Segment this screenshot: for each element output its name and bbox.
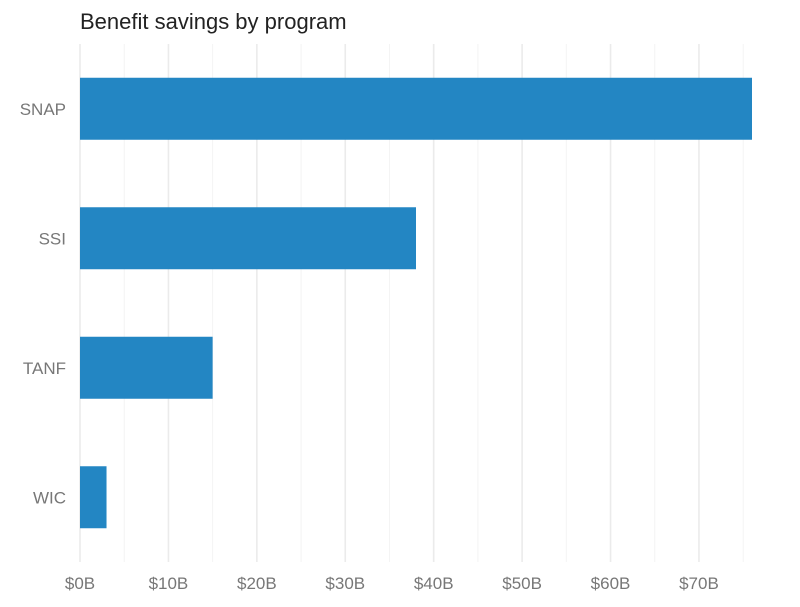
x-tick-label: $70B	[679, 574, 719, 593]
y-tick-labels: SNAP SSI TANF WIC	[20, 100, 66, 508]
x-tick-label: $0B	[65, 574, 95, 593]
bar-snap	[80, 77, 752, 140]
x-tick-label: $40B	[414, 574, 454, 593]
x-tick-label: $50B	[502, 574, 542, 593]
y-tick-label-tanf: TANF	[23, 359, 66, 378]
y-tick-label-ssi: SSI	[39, 229, 66, 248]
chart-title: Benefit savings by program	[80, 9, 347, 34]
bar-layer	[80, 77, 752, 529]
x-tick-label: $10B	[149, 574, 189, 593]
x-tick-label: $20B	[237, 574, 277, 593]
x-tick-label: $30B	[325, 574, 365, 593]
y-tick-label-wic: WIC	[33, 488, 66, 507]
bar-wic	[80, 466, 107, 529]
bar-tanf	[80, 336, 213, 399]
x-tick-label: $60B	[591, 574, 631, 593]
bar-ssi	[80, 207, 416, 270]
x-tick-labels: $0B $10B $20B $30B $40B $50B $60B $70B	[65, 574, 719, 593]
y-tick-label-snap: SNAP	[20, 100, 66, 119]
